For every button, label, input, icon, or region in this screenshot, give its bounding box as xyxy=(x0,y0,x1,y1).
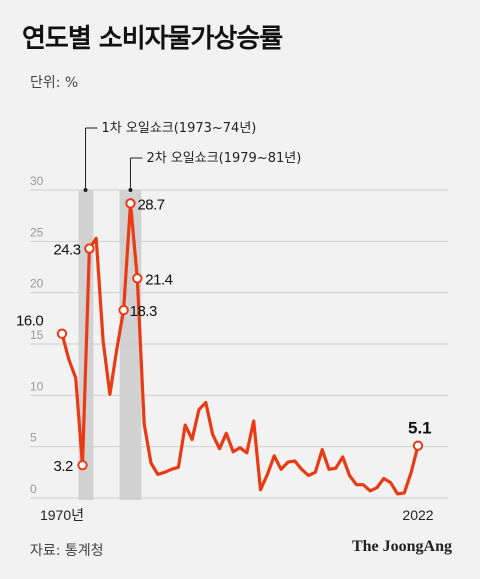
data-label: 21.4 xyxy=(145,271,172,288)
data-label: 18.3 xyxy=(130,303,157,320)
data-label: 16.0 xyxy=(16,313,43,330)
data-point-marker xyxy=(412,440,424,451)
data-label: 3.2 xyxy=(54,458,74,475)
chart-title: 연도별 소비자물가상승률 xyxy=(22,24,283,54)
y-tick-label: 10 xyxy=(30,379,44,393)
data-label: 24.3 xyxy=(53,242,80,259)
y-tick-label: 25 xyxy=(30,225,44,239)
annotation-dot xyxy=(83,188,88,192)
data-label: 28.7 xyxy=(137,196,164,213)
y-tick-label: 30 xyxy=(30,174,44,188)
data-point-marker xyxy=(56,328,68,339)
oil-shock-band xyxy=(119,190,142,500)
x-tick-label: 2022 xyxy=(402,507,433,523)
y-tick-label: 20 xyxy=(30,277,44,291)
y-tick-label: 15 xyxy=(30,328,44,342)
y-tick-label: 0 xyxy=(30,482,37,496)
data-point-marker xyxy=(125,198,136,209)
unit-label: 단위: % xyxy=(30,75,79,91)
data-point-marker xyxy=(118,304,129,316)
brand-logo: The JoongAng xyxy=(351,538,452,555)
annotation-label: 2차 오일쇼크(1979~81년) xyxy=(146,151,301,166)
data-point-marker xyxy=(84,243,95,254)
annotation-dot xyxy=(128,188,133,192)
inflation-series-line xyxy=(60,201,420,496)
x-tick-label: 1970년 xyxy=(40,507,84,523)
annotation-label: 1차 오일쇼크(1973~74년) xyxy=(102,121,257,136)
source-label: 자료: 통계청 xyxy=(30,543,104,559)
data-point-marker xyxy=(132,273,143,284)
data-label: 5.1 xyxy=(408,419,432,438)
y-tick-label: 5 xyxy=(30,431,37,445)
data-point-marker xyxy=(77,459,88,471)
